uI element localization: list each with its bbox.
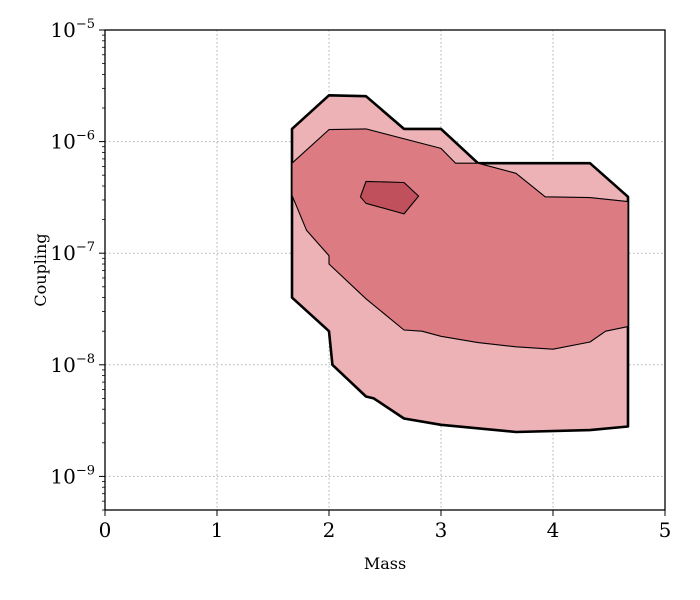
y-minor-ticks — [102, 34, 105, 511]
x-tick-label: 0 — [99, 518, 112, 542]
y-tick-label: 10−7 — [50, 240, 95, 265]
x-axis-label: Mass — [364, 554, 406, 573]
y-tick-label: 10−8 — [50, 352, 95, 377]
y-tick-label: 10−6 — [50, 129, 95, 154]
x-tick-label: 1 — [211, 518, 224, 542]
plot-frame — [104, 29, 666, 511]
y-tick-label: 10−5 — [50, 17, 95, 42]
x-tick-label: 4 — [547, 518, 560, 542]
contour-regions — [290, 94, 630, 434]
y-axis-ticks: 10−9 10−8 10−7 10−6 10−5 — [50, 17, 105, 488]
x-tick-label: 3 — [435, 518, 448, 542]
x-axis-ticks: 0 1 2 3 4 5 — [99, 510, 672, 542]
contour-region-inner — [359, 180, 420, 215]
x-tick-label: 2 — [323, 518, 336, 542]
y-tick-label: 10−9 — [50, 463, 95, 488]
x-tick-label: 5 — [659, 518, 672, 542]
y-axis-label: Coupling — [31, 233, 50, 306]
